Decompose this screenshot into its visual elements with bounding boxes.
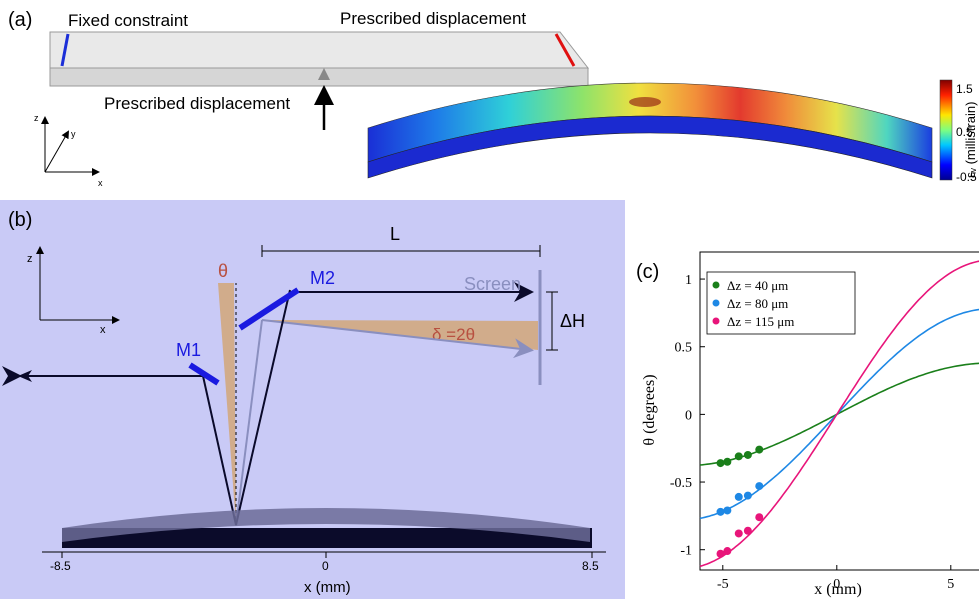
- x-tick-zero: 0: [322, 559, 329, 573]
- data-point: [755, 445, 764, 454]
- flat-beam: [62, 528, 592, 548]
- panel-c-chart: (c) θ (degrees) x (mm) 10.50-0.5-1 -5 0 5 …: [636, 251, 979, 598]
- svg-text:1.5: 1.5: [956, 82, 973, 96]
- L-label: L: [390, 224, 400, 244]
- data-point: [723, 457, 732, 466]
- panel-c-tag: (c): [636, 261, 659, 283]
- x-tick-pos: 8.5: [582, 559, 599, 573]
- prescribed-bottom-label: Prescribed displacement: [104, 94, 290, 113]
- data-point: [743, 526, 752, 535]
- panel-b-tag: (b): [8, 209, 32, 231]
- reference-ray: [235, 319, 263, 526]
- svg-text:0.5: 0.5: [956, 125, 973, 139]
- screen-label: Screen: [464, 274, 521, 294]
- mirror-M2: [238, 287, 300, 331]
- y-tick-label: 0: [685, 408, 692, 423]
- x-axis-label: x (mm): [814, 581, 862, 598]
- dH-label: ΔH: [560, 311, 585, 331]
- fixed-constraint-label: Fixed constraint: [68, 11, 188, 30]
- axes-triad-b: z x: [27, 246, 120, 336]
- y-tick-label: -0.5: [670, 476, 692, 491]
- M1-label: M1: [176, 340, 201, 360]
- svg-text:x: x: [100, 324, 106, 336]
- colorbar-label: εᵥ (millistrain): [963, 102, 978, 178]
- data-point: [716, 459, 725, 468]
- theta-label: θ: [218, 261, 228, 281]
- svg-text:y: y: [71, 129, 76, 139]
- panel-a: (a) Fixed constraint Prescribed displace…: [8, 9, 978, 188]
- svg-text:z: z: [27, 253, 33, 265]
- theta-wedge: [218, 283, 236, 525]
- deformed-beam-strain-map: [367, 82, 933, 179]
- x-tick-label: 5: [947, 577, 954, 592]
- data-point: [734, 492, 743, 501]
- data-point: [743, 450, 752, 459]
- load-point-triangle: [318, 68, 330, 80]
- legend: Δz = 40 μm Δz = 80 μm Δz = 115 μm: [706, 271, 856, 335]
- panel-a-tag: (a): [8, 9, 32, 31]
- prescribed-displacement-edge: [554, 33, 576, 67]
- svg-text:-0.5: -0.5: [956, 170, 977, 184]
- x-tick-neg: -8.5: [50, 559, 71, 573]
- legend-entry-0: Δz = 40 μm: [727, 278, 788, 293]
- series-curve-2: [699, 260, 979, 568]
- data-point: [723, 547, 732, 556]
- fixed-constraint-edge: [60, 33, 70, 67]
- y-tick-label: -1: [680, 544, 692, 559]
- y-tick-label: 1: [685, 273, 692, 288]
- undeformed-beam: [49, 31, 590, 87]
- data-point: [734, 452, 743, 461]
- data-point: [743, 491, 752, 500]
- x-tick-label: -5: [717, 577, 729, 592]
- data-point: [734, 529, 743, 538]
- y-axis-label: θ (degrees): [641, 374, 658, 445]
- data-point: [723, 506, 732, 515]
- axes-triad-a: z y x: [34, 113, 103, 188]
- legend-entry-2: Δz = 115 μm: [727, 314, 794, 329]
- data-point: [755, 482, 764, 491]
- data-point: [716, 507, 725, 516]
- legend-marker-0: [712, 281, 720, 289]
- svg-text:x: x: [98, 178, 103, 188]
- legend-marker-2: [712, 317, 720, 325]
- y-tick-label: 0.5: [675, 341, 693, 356]
- reference-reflected-ray: [261, 319, 534, 359]
- svg-text:z: z: [34, 113, 39, 123]
- prescribed-top-label: Prescribed displacement: [340, 9, 526, 28]
- x-tick-label: 0: [833, 577, 840, 592]
- colorbar: 1.5 0.5 -0.5 εᵥ (millistrain): [939, 79, 978, 184]
- panel-b-xlabel: x (mm): [304, 579, 351, 596]
- legend-marker-1: [712, 299, 720, 307]
- data-point: [755, 513, 764, 522]
- legend-entry-1: Δz = 80 μm: [727, 296, 788, 311]
- panel-b: (b) L z x θ δ =2θ M1 M2: [0, 200, 625, 599]
- M2-label: M2: [310, 268, 335, 288]
- mirror-M1: [188, 362, 220, 386]
- data-point: [716, 549, 725, 558]
- bent-beam: [62, 508, 590, 542]
